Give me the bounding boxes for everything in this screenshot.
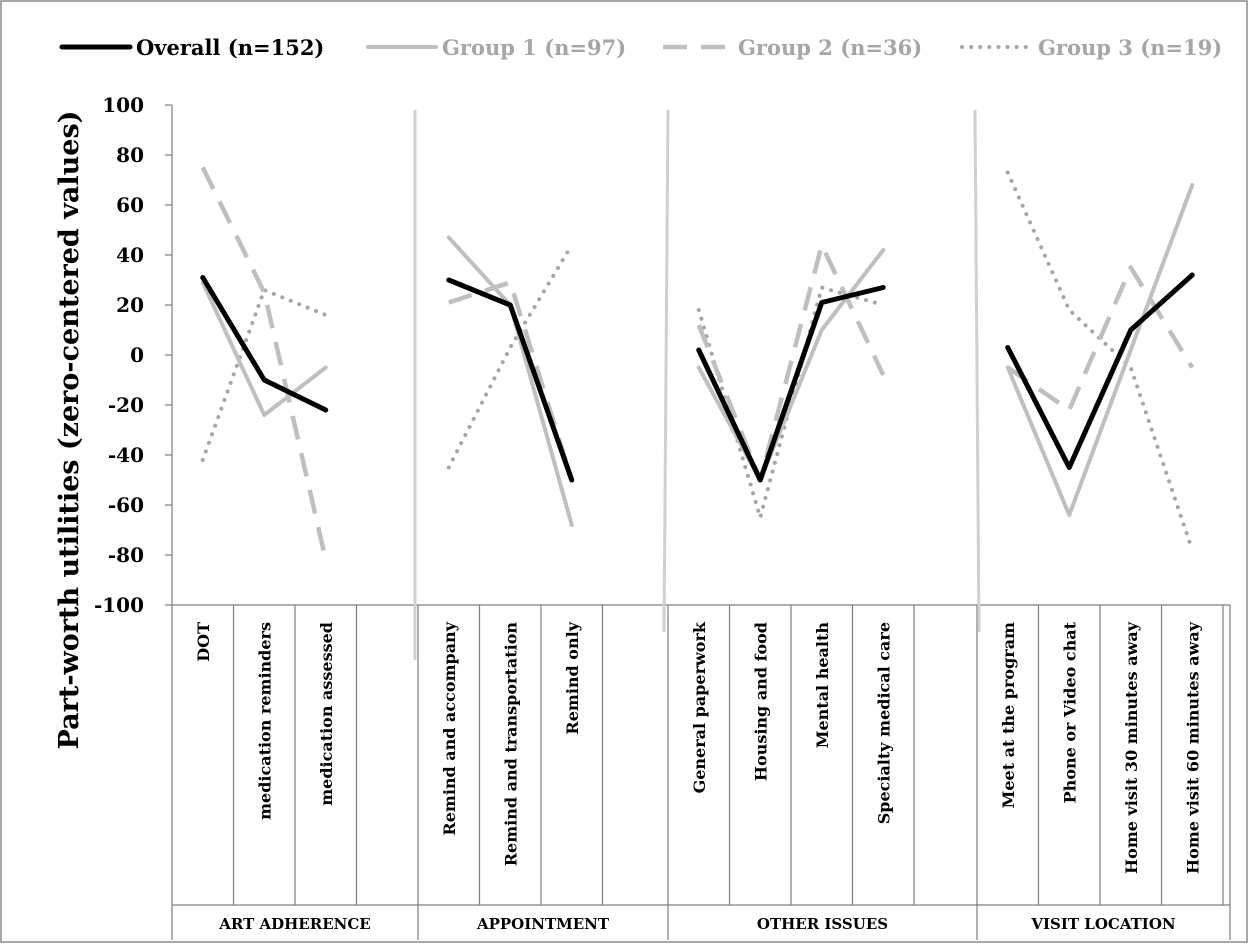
x-tick-label: General paperwork — [690, 621, 709, 793]
y-tick-label: 60 — [116, 193, 144, 217]
series-line-group-2 — [200, 166, 328, 561]
legend: Overall (n=152) Group 1 (n=97) Group 2 (n=… — [59, 35, 1222, 60]
x-tick-label: Phone or Video chat — [1060, 621, 1079, 803]
y-tick-label: -20 — [108, 393, 144, 417]
x-tick-label: Meet at the program — [999, 622, 1018, 808]
legend-label: Group 3 (n=19) — [1038, 35, 1222, 60]
series-line-group-2 — [696, 242, 886, 483]
group-label: APPOINTMENT — [476, 915, 610, 933]
y-tick-label: 20 — [116, 293, 144, 317]
group-label: OTHER ISSUES — [757, 915, 888, 933]
y-tick-label: 80 — [116, 143, 144, 167]
series-line-group-3 — [446, 243, 574, 470]
x-tick-label: Home visit 60 minutes away — [1183, 621, 1202, 874]
group-label: ART ADHERENCE — [218, 915, 370, 933]
x-tick-label: Housing and food — [751, 622, 770, 781]
x-tick-label: DOT — [194, 622, 213, 662]
category-table: DOT medication reminders medication assess… — [171, 604, 1231, 940]
x-tick-label: medication assessed — [317, 622, 336, 806]
y-tick-label: -80 — [108, 543, 144, 567]
x-tick-label: Remind only — [563, 621, 582, 734]
y-tick-label: 100 — [102, 93, 144, 117]
series-line-group-2 — [1006, 265, 1195, 413]
series-line-group-1 — [696, 248, 886, 482]
y-tick-label: -60 — [108, 493, 144, 517]
y-tick-label: -40 — [108, 443, 144, 467]
series-line-overall — [446, 277, 575, 483]
series-line-overall — [696, 285, 886, 483]
y-axis: Part-worth utilities (zero-centered valu… — [54, 93, 173, 750]
y-tick-label: 0 — [130, 343, 144, 367]
x-tick-label: Mental health — [813, 622, 832, 749]
legend-label: Group 2 (n=36) — [738, 35, 922, 60]
series-layer — [200, 166, 1195, 561]
x-tick-label: Home visit 30 minutes away — [1122, 621, 1141, 874]
legend-label: Group 1 (n=97) — [442, 35, 626, 60]
x-tick-label: Specialty medical care — [874, 622, 893, 824]
series-line-overall — [200, 275, 329, 413]
series-line-group-1 — [200, 280, 328, 417]
y-tick-label: 40 — [116, 243, 144, 267]
y-tick-label: -100 — [94, 593, 144, 617]
group-separator — [662, 109, 670, 633]
group-label: VISIT LOCATION — [1030, 915, 1176, 933]
x-tick-label: Remind and accompany — [440, 621, 459, 835]
series-line-group-1 — [1005, 183, 1195, 517]
legend-label: Overall (n=152) — [136, 35, 324, 60]
series-line-overall — [1005, 272, 1195, 470]
x-tick-label: medication reminders — [255, 622, 274, 820]
group-separator — [973, 109, 981, 633]
y-axis-label: Part-worth utilities (zero-centered valu… — [54, 111, 85, 750]
group-separators — [413, 109, 981, 660]
x-tick-label: Remind and transportation — [501, 622, 520, 867]
